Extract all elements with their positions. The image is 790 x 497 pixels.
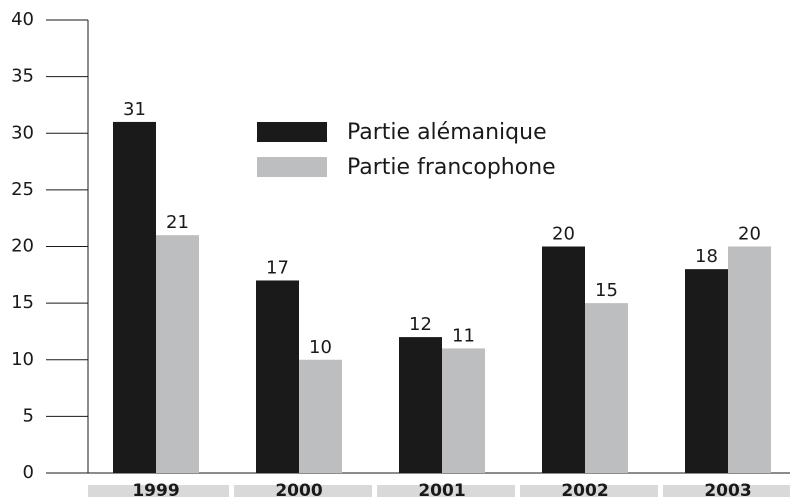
y-tick-label: 5 <box>23 405 34 426</box>
legend-swatch <box>257 157 327 177</box>
x-tick-label: 1999 <box>132 481 179 497</box>
data-label: 12 <box>409 314 432 335</box>
data-label: 15 <box>595 280 618 301</box>
category-box <box>88 485 229 497</box>
y-tick-label: 35 <box>11 66 34 87</box>
data-label: 21 <box>166 212 189 233</box>
y-tick-label: 25 <box>11 179 34 200</box>
bar <box>113 121 156 474</box>
category-box <box>377 485 515 497</box>
bar <box>399 337 442 473</box>
y-tick-label: 15 <box>11 292 34 313</box>
data-label: 31 <box>123 99 146 120</box>
bar <box>585 303 628 473</box>
y-tick-label: 10 <box>11 349 34 370</box>
y-tick-label: 20 <box>11 236 34 257</box>
legend-swatch <box>257 122 327 142</box>
data-label: 20 <box>552 224 575 245</box>
category-box <box>234 485 372 497</box>
bar <box>299 359 342 473</box>
legend-label: Partie francophone <box>347 155 556 180</box>
bar <box>156 235 199 473</box>
x-tick-label: 2003 <box>704 481 751 497</box>
data-label: 11 <box>452 325 475 346</box>
data-label: 18 <box>695 246 718 267</box>
x-tick-label: 2002 <box>561 481 608 497</box>
category-box <box>663 485 790 497</box>
bar <box>442 348 485 473</box>
legend-label: Partie alémanique <box>347 120 547 145</box>
data-label: 17 <box>266 257 289 278</box>
x-tick-label: 2000 <box>275 481 322 497</box>
bar <box>728 246 771 473</box>
bar <box>256 280 299 473</box>
category-box <box>520 485 658 497</box>
y-tick-label: 30 <box>11 122 34 143</box>
data-label: 10 <box>309 337 332 358</box>
bar <box>685 269 728 473</box>
data-label: 20 <box>738 224 761 245</box>
x-tick-label: 2001 <box>418 481 465 497</box>
y-tick-label: 0 <box>23 462 34 483</box>
bar <box>542 246 585 473</box>
y-tick-label: 40 <box>11 9 34 30</box>
